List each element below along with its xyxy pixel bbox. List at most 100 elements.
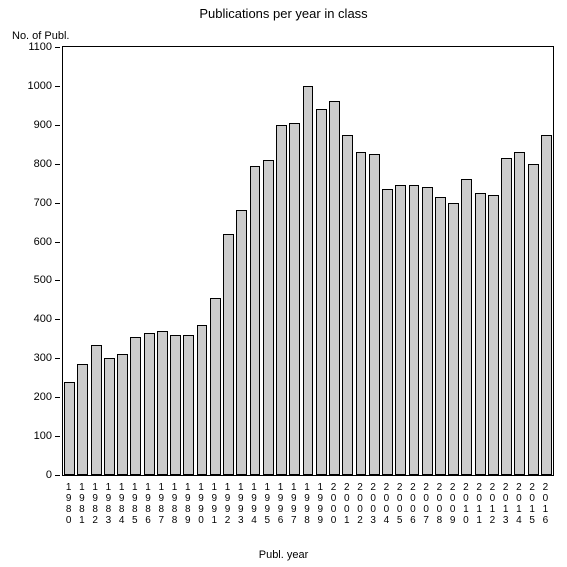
x-tick-label: 2016 — [541, 482, 549, 526]
bar — [170, 335, 181, 475]
y-tick-label: 100 — [12, 430, 52, 442]
x-tick-label: 1993 — [237, 482, 245, 526]
bar — [130, 337, 141, 475]
y-tick-mark — [55, 164, 60, 165]
x-tick-label: 1985 — [131, 482, 139, 526]
bar — [303, 86, 314, 475]
bar — [236, 210, 247, 475]
x-tick-label: 2010 — [462, 482, 470, 526]
bar — [144, 333, 155, 475]
x-tick-label: 1983 — [104, 482, 112, 526]
plot-area — [62, 46, 554, 476]
bar — [528, 164, 539, 475]
y-tick-label: 800 — [12, 158, 52, 170]
y-tick-label: 400 — [12, 313, 52, 325]
y-tick-mark — [55, 125, 60, 126]
x-ticks: 1980 1981 1982 1983 1984 1985 1986 1987 1988 1989… — [62, 478, 554, 538]
bar — [382, 189, 393, 475]
x-tick-label: 2001 — [343, 482, 351, 526]
x-tick-label: 1989 — [184, 482, 192, 526]
bar — [91, 345, 102, 475]
x-tick-label: 1991 — [210, 482, 218, 526]
bar — [316, 109, 327, 475]
y-tick-label: 300 — [12, 352, 52, 364]
y-tick-mark — [55, 358, 60, 359]
y-tick-mark — [55, 86, 60, 87]
x-tick-label: 1995 — [263, 482, 271, 526]
chart-title: Publications per year in class — [0, 6, 567, 21]
x-tick-label: 1990 — [197, 482, 205, 526]
y-tick-label: 1000 — [12, 80, 52, 92]
y-ticks: 010020030040050060070080090010001100 — [0, 46, 60, 476]
x-tick-label: 1987 — [157, 482, 165, 526]
y-tick-mark — [55, 397, 60, 398]
x-tick-label: 1982 — [91, 482, 99, 526]
bar — [183, 335, 194, 475]
x-tick-label: 1984 — [118, 482, 126, 526]
bars-group — [63, 47, 553, 475]
x-tick-label: 2000 — [329, 482, 337, 526]
x-tick-label: 2008 — [435, 482, 443, 526]
bar — [197, 325, 208, 475]
x-tick-label: 2015 — [528, 482, 536, 526]
bar — [342, 135, 353, 475]
bar — [409, 185, 420, 475]
y-tick-label: 1100 — [12, 41, 52, 53]
x-tick-label: 1992 — [224, 482, 232, 526]
x-tick-label: 1996 — [277, 482, 285, 526]
y-tick-mark — [55, 475, 60, 476]
y-tick-mark — [55, 203, 60, 204]
bar — [422, 187, 433, 475]
y-tick-mark — [55, 436, 60, 437]
bar — [117, 354, 128, 475]
x-tick-label: 1980 — [65, 482, 73, 526]
bar — [157, 331, 168, 475]
bar — [210, 298, 221, 475]
bar — [369, 154, 380, 475]
y-tick-mark — [55, 242, 60, 243]
x-tick-label: 1999 — [316, 482, 324, 526]
x-tick-label: 2011 — [475, 482, 483, 526]
y-tick-mark — [55, 280, 60, 281]
x-axis-label: Publ. year — [0, 549, 567, 561]
x-tick-label: 1988 — [171, 482, 179, 526]
bar — [223, 234, 234, 475]
bar — [329, 101, 340, 475]
x-tick-label: 2013 — [502, 482, 510, 526]
x-tick-label: 2006 — [409, 482, 417, 526]
y-tick-label: 600 — [12, 236, 52, 248]
y-tick-label: 200 — [12, 391, 52, 403]
bar — [514, 152, 525, 475]
bar — [289, 123, 300, 475]
bar — [461, 179, 472, 475]
bar — [356, 152, 367, 475]
x-tick-label: 1986 — [144, 482, 152, 526]
bar — [435, 197, 446, 475]
bar — [448, 203, 459, 475]
x-tick-label: 2009 — [449, 482, 457, 526]
bar — [541, 135, 552, 475]
bar — [488, 195, 499, 475]
x-tick-label: 2003 — [369, 482, 377, 526]
x-tick-label: 1998 — [303, 482, 311, 526]
x-tick-label: 1981 — [78, 482, 86, 526]
bar — [475, 193, 486, 475]
y-tick-mark — [55, 319, 60, 320]
y-tick-label: 0 — [12, 469, 52, 481]
bar — [276, 125, 287, 475]
y-tick-label: 700 — [12, 197, 52, 209]
chart-container: Publications per year in class No. of Pu… — [0, 0, 567, 567]
x-tick-label: 2007 — [422, 482, 430, 526]
bar — [395, 185, 406, 475]
bar — [501, 158, 512, 475]
bar — [64, 382, 75, 475]
x-tick-label: 2014 — [515, 482, 523, 526]
x-tick-label: 2005 — [396, 482, 404, 526]
y-tick-mark — [55, 47, 60, 48]
bar — [77, 364, 88, 475]
x-tick-label: 1997 — [290, 482, 298, 526]
y-tick-label: 900 — [12, 119, 52, 131]
x-tick-label: 2004 — [382, 482, 390, 526]
bar — [250, 166, 261, 475]
x-tick-label: 2012 — [488, 482, 496, 526]
